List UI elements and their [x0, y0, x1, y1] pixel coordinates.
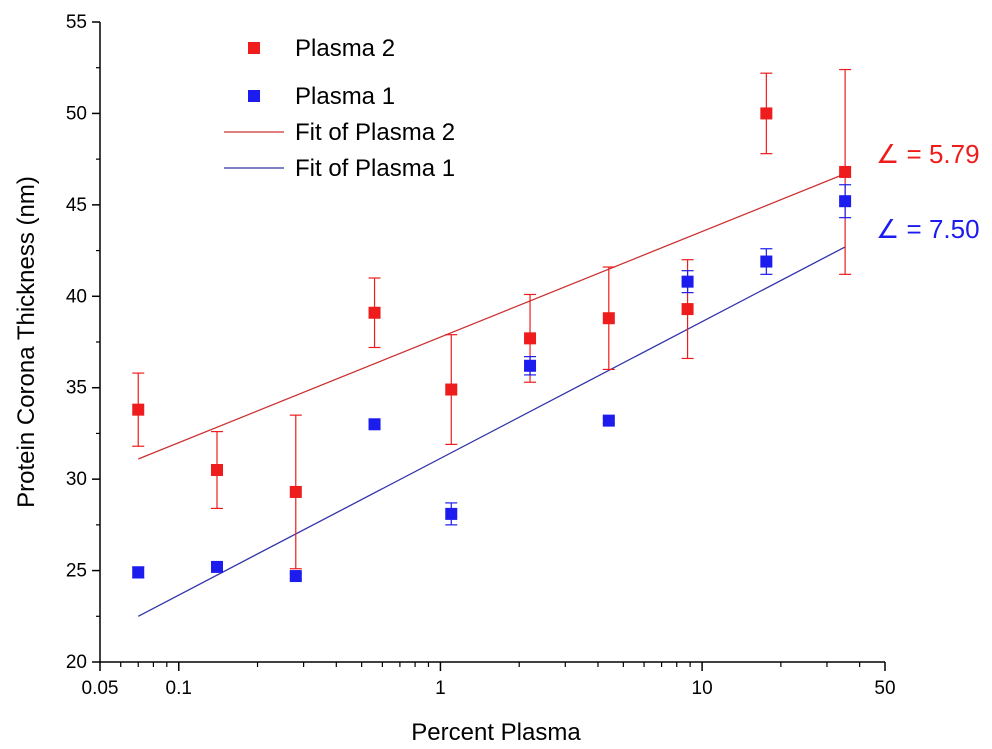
- data-point: [211, 464, 224, 476]
- data-point: [839, 195, 852, 208]
- y-tick-label: 25: [66, 561, 87, 582]
- legend-label: Plasma 2: [295, 35, 395, 62]
- data-point: [524, 359, 537, 372]
- axes: 20 25 30 35 40 45 50 55 0.05 0.1 1 10 50: [66, 12, 896, 699]
- data-point: [760, 255, 773, 268]
- legend-marker: [248, 42, 260, 54]
- legend: Plasma 2 Plasma 1 Fit of Plasma 2 Fit of Pl…: [224, 35, 455, 182]
- data-point: [445, 383, 458, 396]
- fit-line-3: [137, 246, 846, 617]
- y-tick-label: 40: [66, 286, 87, 307]
- plot-area: ∠ = 5.79 ∠ = 7.50: [132, 68, 980, 617]
- slope-annotation: ∠ = 5.79: [876, 139, 980, 169]
- data-point: [524, 332, 537, 345]
- data-point: [289, 485, 302, 498]
- data-point: [211, 560, 224, 573]
- data-point: [681, 275, 694, 288]
- y-tick-label: 30: [66, 469, 87, 490]
- y-tick-label: 55: [66, 12, 87, 33]
- data-point: [839, 165, 852, 178]
- data-point: [602, 312, 615, 325]
- data-point: [132, 403, 145, 416]
- data-point: [602, 414, 615, 427]
- fit-line-2: [137, 173, 846, 460]
- data-point: [681, 303, 694, 316]
- data-point: [445, 507, 458, 520]
- x-tick-label: 0.1: [166, 678, 192, 699]
- legend-label: Plasma 1: [295, 83, 395, 110]
- x-tick-label: 1: [435, 678, 446, 699]
- y-axis-title: Protein Corona Thickness (nm): [13, 176, 40, 508]
- slope-annotation: ∠ = 7.50: [876, 214, 980, 244]
- x-tick-label: 50: [874, 678, 895, 699]
- legend-label: Fit of Plasma 2: [295, 119, 455, 146]
- y-tick-label: 20: [66, 652, 87, 673]
- data-point: [132, 566, 145, 579]
- x-axis-title: Percent Plasma: [411, 719, 581, 746]
- x-tick-label: 0.05: [82, 678, 119, 699]
- y-tick-label: 50: [66, 103, 87, 124]
- data-point: [368, 418, 381, 431]
- y-tick-label: 35: [66, 378, 87, 399]
- y-tick-label: 45: [66, 195, 87, 216]
- data-point: [289, 570, 302, 583]
- data-point: [760, 107, 773, 120]
- legend-marker: [248, 90, 260, 102]
- x-tick-label: 10: [692, 678, 713, 699]
- data-point: [368, 306, 381, 319]
- legend-label: Fit of Plasma 1: [295, 155, 455, 182]
